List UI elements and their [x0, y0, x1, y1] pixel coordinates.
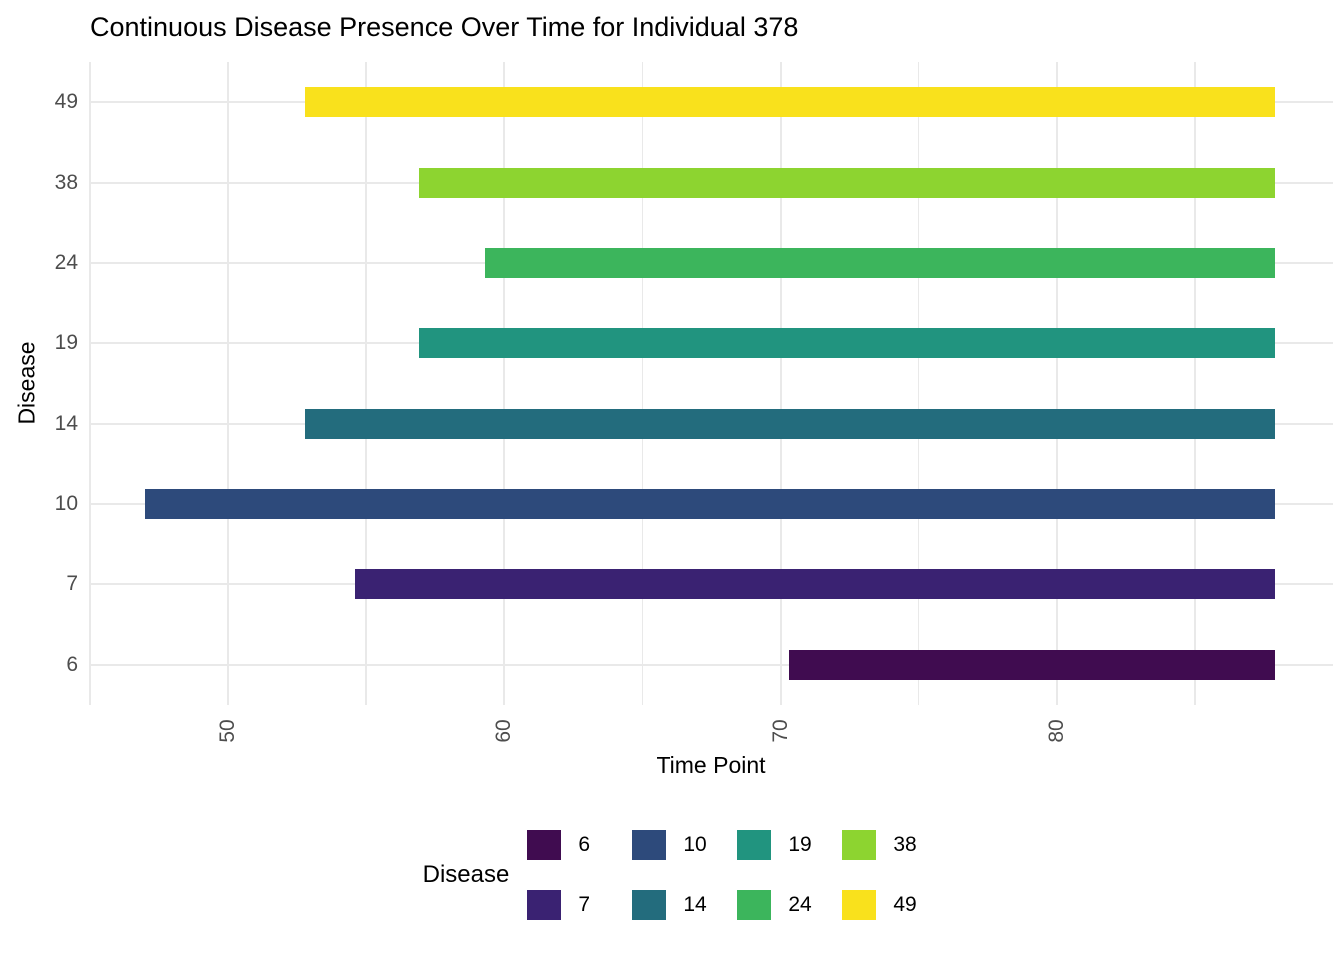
- y-tick-label: 7: [66, 572, 78, 596]
- legend-item-38: 38: [842, 830, 921, 860]
- x-tick-label: 70: [768, 719, 792, 743]
- legend-row: 6 10 19 38: [527, 830, 921, 860]
- legend-row: 7 14 24 49: [527, 890, 921, 920]
- bar-disease-6: [788, 649, 1275, 680]
- legend-label: 38: [893, 833, 917, 856]
- legend-item-14: 14: [632, 890, 711, 920]
- legend-swatch: [842, 830, 877, 860]
- legend-swatch: [737, 830, 772, 860]
- legend-item-6: 6: [527, 830, 606, 860]
- y-tick-label: 14: [54, 411, 78, 435]
- x-tick-label: 80: [1044, 719, 1068, 743]
- legend-swatch: [842, 890, 877, 920]
- gridline-minor-vertical: [365, 62, 367, 705]
- bar-disease-19: [418, 328, 1275, 359]
- legend-label: 7: [578, 893, 591, 916]
- legend-label: 6: [578, 833, 591, 856]
- legend-label: 10: [683, 833, 707, 856]
- y-tick-label: 24: [54, 250, 78, 274]
- plot-panel: [89, 62, 1333, 705]
- legend-swatch: [527, 890, 562, 920]
- legend-item-19: 19: [737, 830, 816, 860]
- x-axis-title: Time Point: [656, 752, 766, 778]
- gridline-major-vertical: [1055, 62, 1058, 705]
- legend-label: 49: [893, 893, 917, 916]
- legend-grid: 6 10 19 38 7 14 24 49: [527, 830, 921, 920]
- legend-label: 19: [788, 833, 812, 856]
- legend-label: 24: [788, 893, 812, 916]
- gridline-major-vertical: [227, 62, 230, 705]
- x-tick-label: 50: [216, 719, 240, 743]
- legend-label: 14: [683, 893, 707, 916]
- y-tick-label: 6: [66, 652, 78, 676]
- legend-item-49: 49: [842, 890, 921, 920]
- bar-disease-14: [305, 408, 1275, 439]
- gridline-minor-vertical: [89, 62, 91, 705]
- legend-swatch: [737, 890, 772, 920]
- y-tick-label: 38: [54, 170, 78, 194]
- bar-disease-24: [485, 247, 1275, 278]
- legend-swatch: [632, 890, 667, 920]
- gridline-minor-vertical: [917, 62, 920, 705]
- bar-disease-7: [355, 569, 1275, 600]
- bar-disease-10: [145, 489, 1275, 520]
- x-tick-label: 60: [492, 719, 516, 743]
- chart-title: Continuous Disease Presence Over Time fo…: [90, 12, 799, 42]
- legend-title: Disease: [422, 861, 510, 888]
- bar-disease-38: [418, 167, 1275, 198]
- gridline-minor-vertical: [641, 62, 644, 705]
- legend: Disease 6 10 19 38 7 14 24 49: [0, 830, 1344, 920]
- y-tick-label: 19: [54, 331, 78, 355]
- y-tick-label: 10: [54, 492, 78, 516]
- legend-swatch: [632, 830, 667, 860]
- gridline-minor-vertical: [1194, 62, 1196, 705]
- gridline-major-vertical: [779, 62, 782, 705]
- gridline-major-horizontal: [90, 663, 1333, 666]
- bar-disease-49: [305, 87, 1275, 118]
- y-tick-label: 49: [54, 90, 78, 114]
- legend-swatch: [527, 830, 562, 860]
- legend-item-24: 24: [737, 890, 816, 920]
- legend-item-10: 10: [632, 830, 711, 860]
- gridline-major-vertical: [503, 62, 506, 705]
- legend-item-7: 7: [527, 890, 606, 920]
